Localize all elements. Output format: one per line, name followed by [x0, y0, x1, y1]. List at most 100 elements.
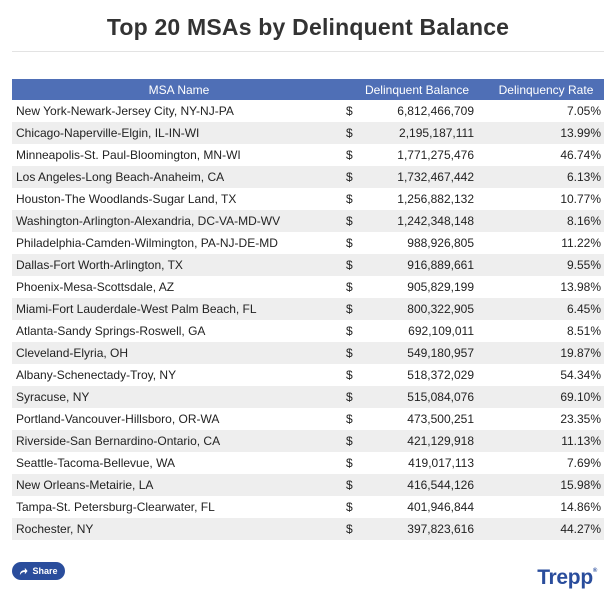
cell-currency: $ [346, 254, 364, 276]
table-row: Tampa-St. Petersburg-Clearwater, FL $401,… [12, 496, 605, 518]
cell-currency: $ [346, 210, 364, 232]
cell-currency: $ [346, 232, 364, 254]
column-header-delinquency-rate[interactable]: Delinquency Rate [488, 79, 605, 100]
column-header-delinquent-balance[interactable]: Delinquent Balance [346, 79, 489, 100]
msa-table: MSA Name Delinquent Balance Delinquency … [12, 79, 605, 540]
cell-msa-name: Syracuse, NY [12, 386, 346, 408]
table-row: Cleveland-Elyria, OH $549,180,957 19.87% [12, 342, 605, 364]
cell-msa-name: Philadelphia-Camden-Wilmington, PA-NJ-DE… [12, 232, 346, 254]
cell-currency: $ [346, 188, 364, 210]
cell-delinquency-rate: 7.05% [488, 100, 605, 122]
cell-delinquency-rate: 15.98% [488, 474, 605, 496]
cell-msa-name: Dallas-Fort Worth-Arlington, TX [12, 254, 346, 276]
cell-delinquency-rate: 9.55% [488, 254, 605, 276]
cell-currency: $ [346, 496, 364, 518]
cell-msa-name: Chicago-Naperville-Elgin, IL-IN-WI [12, 122, 346, 144]
cell-msa-name: Phoenix-Mesa-Scottsdale, AZ [12, 276, 346, 298]
column-header-msa-name[interactable]: MSA Name [12, 79, 346, 100]
title-divider [12, 51, 604, 52]
cell-currency: $ [346, 430, 364, 452]
cell-delinquency-rate: 46.74% [488, 144, 605, 166]
cell-delinquent-balance: 515,084,076 [364, 386, 489, 408]
table-row: Philadelphia-Camden-Wilmington, PA-NJ-DE… [12, 232, 605, 254]
cell-delinquency-rate: 6.45% [488, 298, 605, 320]
table-row: Syracuse, NY $515,084,076 69.10% [12, 386, 605, 408]
cell-currency: $ [346, 474, 364, 496]
chart-title: Top 20 MSAs by Delinquent Balance [106, 14, 510, 40]
cell-delinquent-balance: 692,109,011 [364, 320, 489, 342]
cell-delinquency-rate: 11.22% [488, 232, 605, 254]
cell-delinquent-balance: 421,129,918 [364, 430, 489, 452]
table-row: Seattle-Tacoma-Bellevue, WA $419,017,113 7… [12, 452, 605, 474]
cell-delinquency-rate: 13.99% [488, 122, 605, 144]
table-row: New York-Newark-Jersey City, NY-NJ-PA $6,… [12, 100, 605, 122]
brand-name: Trepp [537, 566, 593, 589]
cell-delinquency-rate: 54.34% [488, 364, 605, 386]
cell-msa-name: Tampa-St. Petersburg-Clearwater, FL [12, 496, 346, 518]
cell-currency: $ [346, 518, 364, 540]
cell-msa-name: Los Angeles-Long Beach-Anaheim, CA [12, 166, 346, 188]
cell-msa-name: Miami-Fort Lauderdale-West Palm Beach, F… [12, 298, 346, 320]
brand-registered-mark: ® [592, 568, 597, 574]
table-row: Chicago-Naperville-Elgin, IL-IN-WI $2,195… [12, 122, 605, 144]
cell-delinquent-balance: 1,771,275,476 [364, 144, 489, 166]
cell-delinquency-rate: 6.13% [488, 166, 605, 188]
cell-delinquent-balance: 1,256,882,132 [364, 188, 489, 210]
cell-delinquency-rate: 69.10% [488, 386, 605, 408]
cell-msa-name: Washington-Arlington-Alexandria, DC-VA-M… [12, 210, 346, 232]
table-row: Houston-The Woodlands-Sugar Land, TX $1,2… [12, 188, 605, 210]
cell-currency: $ [346, 166, 364, 188]
cell-delinquent-balance: 800,322,905 [364, 298, 489, 320]
cell-delinquent-balance: 401,946,844 [364, 496, 489, 518]
cell-delinquency-rate: 13.98% [488, 276, 605, 298]
cell-currency: $ [346, 144, 364, 166]
cell-delinquent-balance: 419,017,113 [364, 452, 489, 474]
cell-msa-name: Houston-The Woodlands-Sugar Land, TX [12, 188, 346, 210]
share-icon [19, 567, 29, 576]
cell-delinquent-balance: 473,500,251 [364, 408, 489, 430]
cell-msa-name: Rochester, NY [12, 518, 346, 540]
cell-delinquent-balance: 988,926,805 [364, 232, 489, 254]
table-row: Miami-Fort Lauderdale-West Palm Beach, F… [12, 298, 605, 320]
cell-msa-name: Atlanta-Sandy Springs-Roswell, GA [12, 320, 346, 342]
cell-delinquency-rate: 14.86% [488, 496, 605, 518]
table-row: New Orleans-Metairie, LA $416,544,126 15.9… [12, 474, 605, 496]
table-row: Portland-Vancouver-Hillsboro, OR-WA $473,… [12, 408, 605, 430]
cell-currency: $ [346, 276, 364, 298]
cell-currency: $ [346, 298, 364, 320]
cell-currency: $ [346, 364, 364, 386]
cell-msa-name: Minneapolis-St. Paul-Bloomington, MN-WI [12, 144, 346, 166]
cell-delinquency-rate: 10.77% [488, 188, 605, 210]
cell-delinquent-balance: 1,242,348,148 [364, 210, 489, 232]
cell-currency: $ [346, 386, 364, 408]
cell-delinquent-balance: 416,544,126 [364, 474, 489, 496]
cell-delinquency-rate: 8.51% [488, 320, 605, 342]
table-row: Rochester, NY $397,823,616 44.27% [12, 518, 605, 540]
cell-msa-name: Albany-Schenectady-Troy, NY [12, 364, 346, 386]
table-row: Atlanta-Sandy Springs-Roswell, GA $692,10… [12, 320, 605, 342]
cell-delinquent-balance: 2,195,187,111 [364, 122, 489, 144]
cell-msa-name: New Orleans-Metairie, LA [12, 474, 346, 496]
share-label: Share [32, 566, 58, 576]
cell-delinquent-balance: 397,823,616 [364, 518, 489, 540]
table-body: New York-Newark-Jersey City, NY-NJ-PA $6,… [12, 100, 605, 540]
share-button[interactable]: Share [12, 562, 65, 580]
cell-currency: $ [346, 408, 364, 430]
cell-currency: $ [346, 342, 364, 364]
cell-delinquency-rate: 8.16% [488, 210, 605, 232]
table-row: Dallas-Fort Worth-Arlington, TX $916,889,… [12, 254, 605, 276]
cell-currency: $ [346, 452, 364, 474]
table-row: Albany-Schenectady-Troy, NY $518,372,029 5… [12, 364, 605, 386]
table-row: Washington-Arlington-Alexandria, DC-VA-M… [12, 210, 605, 232]
table-row: Los Angeles-Long Beach-Anaheim, CA $1,732… [12, 166, 605, 188]
cell-delinquency-rate: 7.69% [488, 452, 605, 474]
cell-delinquent-balance: 905,829,199 [364, 276, 489, 298]
trepp-logo: Trepp® [537, 567, 597, 588]
cell-msa-name: Cleveland-Elyria, OH [12, 342, 346, 364]
cell-delinquent-balance: 916,889,661 [364, 254, 489, 276]
cell-delinquent-balance: 6,812,466,709 [364, 100, 489, 122]
cell-currency: $ [346, 320, 364, 342]
cell-delinquent-balance: 518,372,029 [364, 364, 489, 386]
cell-delinquent-balance: 549,180,957 [364, 342, 489, 364]
cell-delinquency-rate: 19.87% [488, 342, 605, 364]
